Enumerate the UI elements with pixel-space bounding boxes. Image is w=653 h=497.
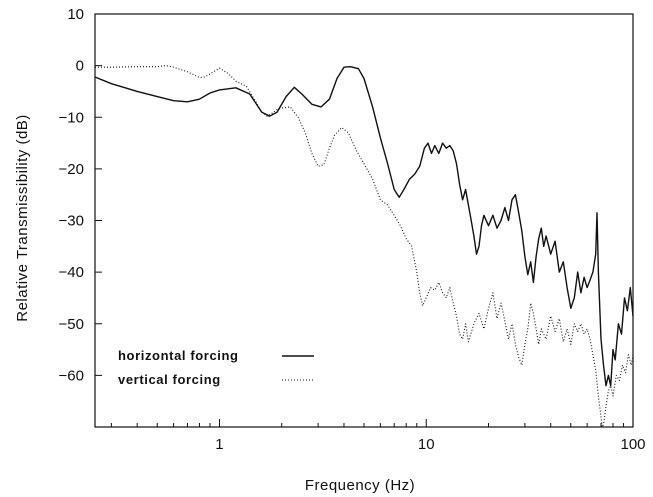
x-tick-label: 100 [620,436,645,453]
x-tick-label: 10 [418,436,435,453]
y-tick-label: 0 [76,58,84,75]
series-line-horizontal-forcing [94,66,634,387]
y-axis-title: Relative Transmissibility (dB) [14,114,31,322]
legend: horizontal forcing vertical forcing [118,348,314,387]
legend-label-vertical-forcing: vertical forcing [118,372,221,387]
plot-frame [94,13,634,428]
y-tick-label: −50 [59,316,84,333]
y-tick-label: −20 [59,161,84,178]
y-tick-label: −60 [59,367,84,384]
x-axis-title: Frequency (Hz) [305,477,415,494]
y-tick-label: −40 [59,264,84,281]
y-tick-label: −10 [59,109,84,126]
y-tick-label: 10 [67,6,84,23]
legend-label-horizontal-forcing: horizontal forcing [118,348,239,363]
y-tick-label: −30 [59,213,84,230]
x-tick-label: 1 [215,436,223,453]
